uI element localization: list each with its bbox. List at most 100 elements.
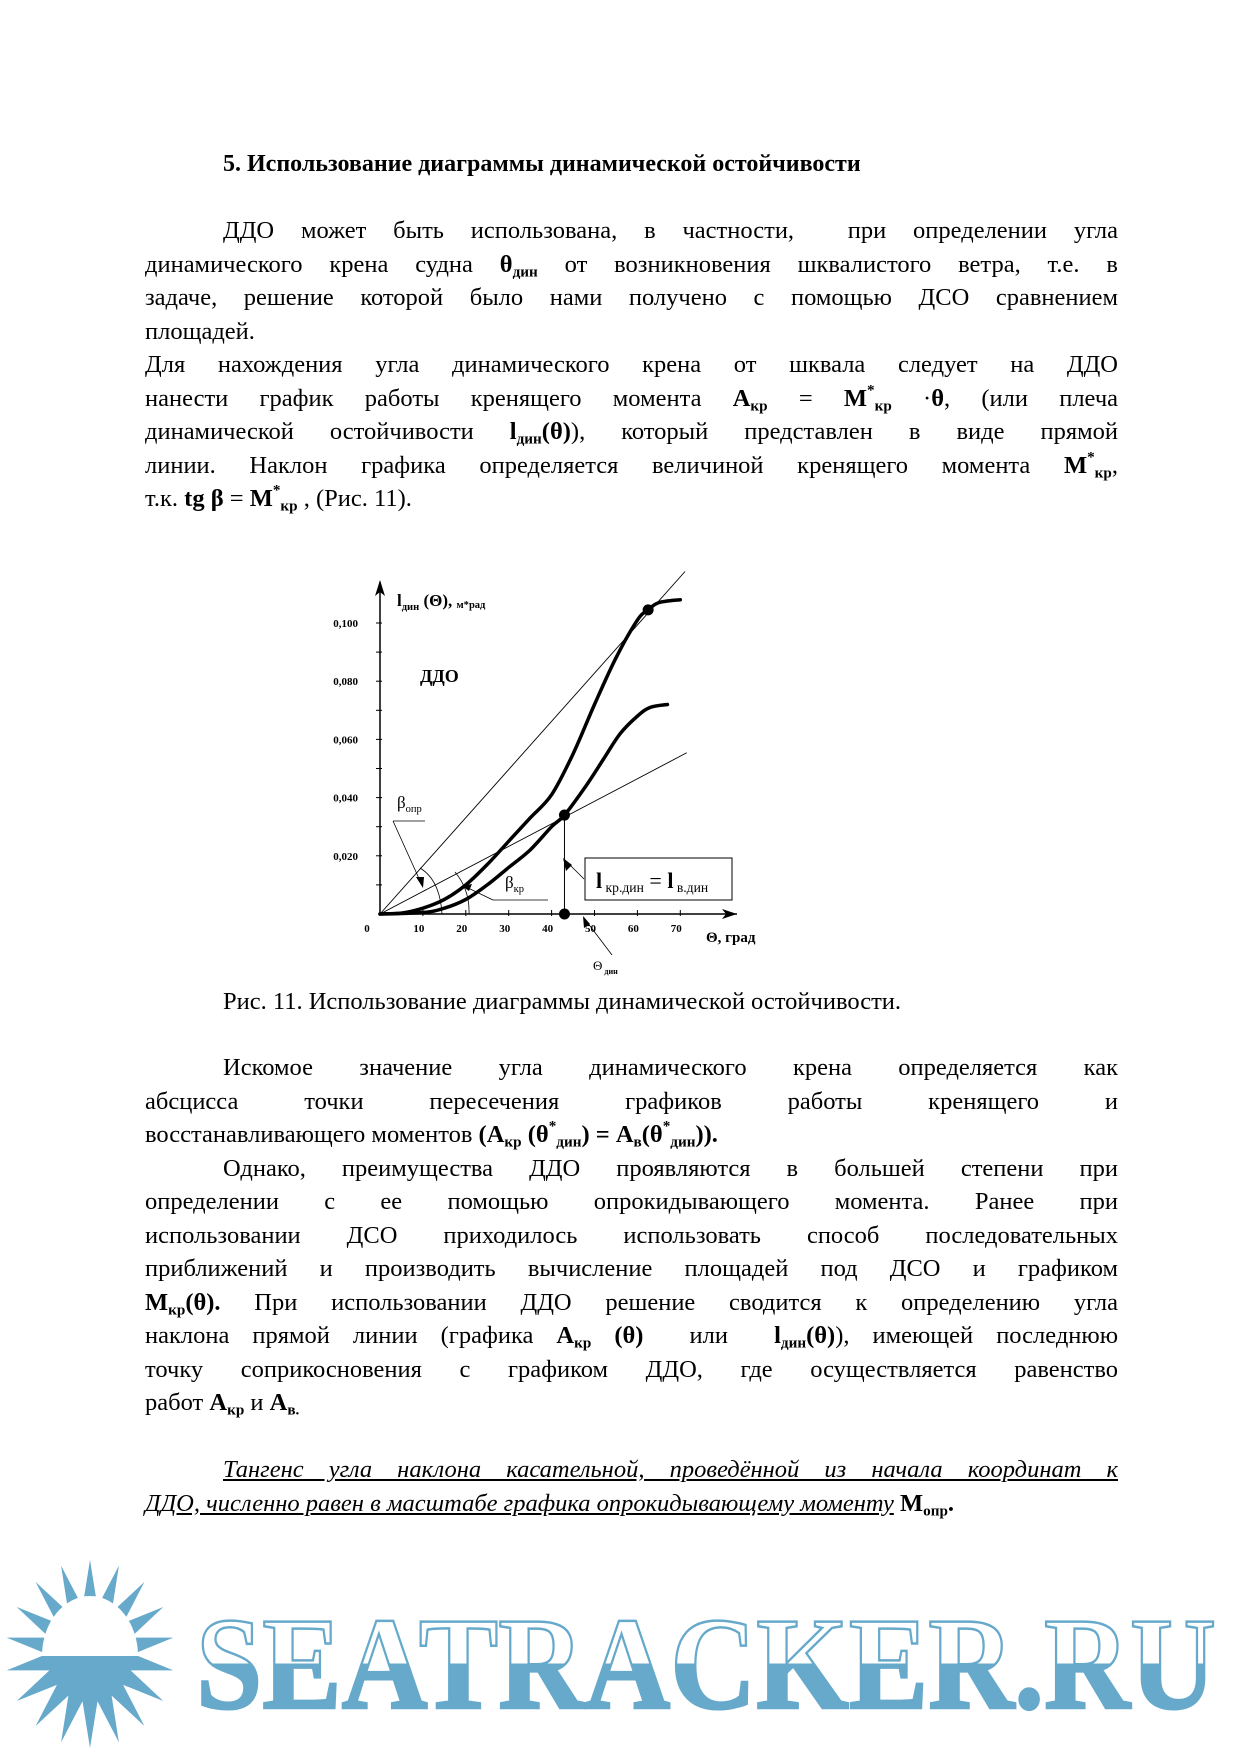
text-line: динамической остойчивости lдин(θ)), кото… (145, 415, 1118, 449)
text-run: (θ). (185, 1288, 221, 1316)
text-run: l (509, 418, 517, 445)
text-run: Искомое значение угла динамического крен… (223, 1054, 1118, 1081)
text-run: кр (168, 1301, 186, 1319)
text-run: от возникновения шквалистого ветра, т.е.… (537, 250, 1118, 278)
text-run: , (Рис. 11). (297, 485, 412, 512)
text-run: * (867, 381, 875, 399)
text-run: , (1111, 451, 1118, 479)
equality-label-part: = (644, 868, 667, 893)
y-tick-label: 0,040 (333, 793, 358, 805)
paragraph: Тангенс угла наклона касательной, провед… (145, 1453, 1118, 1520)
text-line: ДДО, численно равен в масштабе графика о… (145, 1487, 1118, 1521)
text-run: кр (504, 1133, 522, 1151)
beta-kr-label-part: β (505, 873, 514, 892)
text-line: Мкр(θ). При использовании ДДО решение св… (145, 1286, 1118, 1320)
beta-opr-label: βопр (397, 793, 422, 815)
x-tick-label: 20 (456, 923, 468, 935)
text-line: динамического крена судна θдин от возник… (145, 248, 1118, 282)
text-run: ), который представлен в виде прямой (570, 418, 1119, 445)
text-run: дин (556, 1133, 582, 1151)
seatracker-watermark: SEATRACKER.RU (6, 1560, 1217, 1748)
text-run: (θ (641, 1121, 663, 1148)
beta-opr-leader (392, 820, 422, 884)
body-text-top: ДДО может быть использована, в частности… (145, 214, 1118, 516)
paragraph: Однако, преимущества ДДО проявляются в б… (145, 1152, 1118, 1420)
text-line: задаче, решение которой было нами получе… (145, 281, 1118, 315)
curve-label-ddo: ДДО (420, 666, 459, 686)
text-run: и (244, 1389, 270, 1416)
text-run: Однако, преимущества ДДО проявляются в б… (223, 1154, 1118, 1182)
text-run: дин (516, 430, 542, 448)
intersection-point (642, 604, 654, 616)
text-run: М (249, 485, 273, 512)
text-run: линии. Наклон графика определяется велич… (145, 451, 1064, 479)
y-axis-label-part: l (397, 591, 402, 610)
text-run: М (1063, 451, 1088, 479)
theta-din-label-part: Θ (593, 958, 602, 973)
text-run: восстанавливающего моментов (145, 1121, 479, 1148)
text-run: Тангенс угла наклона касательной, провед… (223, 1456, 1118, 1483)
text-run: = (767, 384, 844, 412)
watermark-text: SEATRACKER.RU (196, 1590, 1216, 1737)
x-tick-label: 40 (542, 923, 554, 935)
y-axis-label-part: м*рад (457, 600, 487, 611)
equality-label-part: в.дин (673, 880, 708, 895)
text-run: М (843, 384, 868, 412)
text-run: * (272, 481, 281, 499)
text-line: Однако, преимущества ДДО проявляются в б… (145, 1152, 1118, 1186)
text-line: линии. Наклон графика определяется велич… (145, 449, 1118, 483)
text-run: нанести график работы кренящего момента (145, 384, 733, 412)
text-run: определении с ее помощью опрокидывающего… (145, 1188, 1118, 1215)
text-run: (θ) (591, 1322, 644, 1349)
beta-opr-label-part: β (397, 793, 406, 812)
text-line: восстанавливающего моментов (Акр (θ*дин)… (145, 1118, 1118, 1152)
text-line: т.к. tg β = М*кр , (Рис. 11). (145, 482, 1118, 516)
text-run: работ (145, 1389, 210, 1416)
equality-box (584, 857, 733, 901)
text-run: кр (280, 497, 298, 515)
text-line: точку соприкосновения с графиком ДДО, гд… (145, 1353, 1118, 1387)
beta-kr-arrow (462, 884, 472, 891)
y-axis-label-part: дин (402, 602, 419, 613)
text-run: * (662, 1117, 671, 1135)
text-run: (А (478, 1121, 505, 1148)
text-run: При использовании ДДО решение сводится к… (220, 1288, 1118, 1316)
x-tick-label: 0 (364, 923, 370, 935)
sun-disk-icon (42, 1596, 138, 1656)
y-axis-label-part: (Θ), (419, 591, 456, 610)
text-line: наклона прямой линии (графика Акр (θ) ил… (145, 1319, 1118, 1353)
x-axis-label: Θ, град (706, 930, 756, 946)
y-tick-label: 0,020 (333, 851, 358, 863)
paragraph: ДДО может быть использована, в частности… (145, 214, 1118, 348)
text-run: кр (227, 1401, 245, 1419)
beta-opr-label-part: опр (406, 804, 422, 815)
text-run: А (209, 1389, 228, 1416)
text-run: tg β (184, 485, 224, 512)
text-run: в. (287, 1401, 300, 1419)
y-axis-arrow (375, 580, 385, 596)
text-run: ДДО может быть использована, в частности… (223, 217, 1118, 244)
text-run: задаче, решение которой было нами получе… (145, 284, 1118, 311)
text-line: Для нахождения угла динамического крена … (145, 348, 1118, 382)
text-run: * (548, 1117, 557, 1135)
equality-label-part: l (596, 868, 602, 893)
figure-caption-block: Рис. 11. Использование диаграммы динамич… (145, 985, 1118, 1019)
x-axis-label-part: Θ, град (706, 930, 756, 946)
text-run: = (223, 485, 250, 512)
text-line: определении с ее помощью опрокидывающего… (145, 1185, 1118, 1219)
text-run: ), имеющей последнюю (835, 1322, 1119, 1349)
text-run: А (269, 1389, 288, 1416)
equality-label-part: кр.дин (602, 880, 644, 895)
text-run: динамического крена судна (145, 250, 500, 278)
text-run: кр (874, 397, 892, 415)
y-tick-label: 0,100 (333, 618, 358, 630)
x-tick-label: 70 (671, 923, 683, 935)
text-run: дин (670, 1133, 696, 1151)
figure-11-chart: 0,020 0,040 0,060 0,080 0,100 0 10 20 30 40 50 60 70… (333, 571, 756, 976)
beta-kr-leader (465, 886, 494, 901)
text-run: наклона прямой линии (графика (145, 1322, 557, 1349)
ddo-curve (378, 702, 670, 916)
equality-label-part: l (667, 868, 673, 893)
text-run: дин (780, 1334, 807, 1352)
text-run: абсцисса точки пересечения графиков рабо… (145, 1087, 1118, 1115)
